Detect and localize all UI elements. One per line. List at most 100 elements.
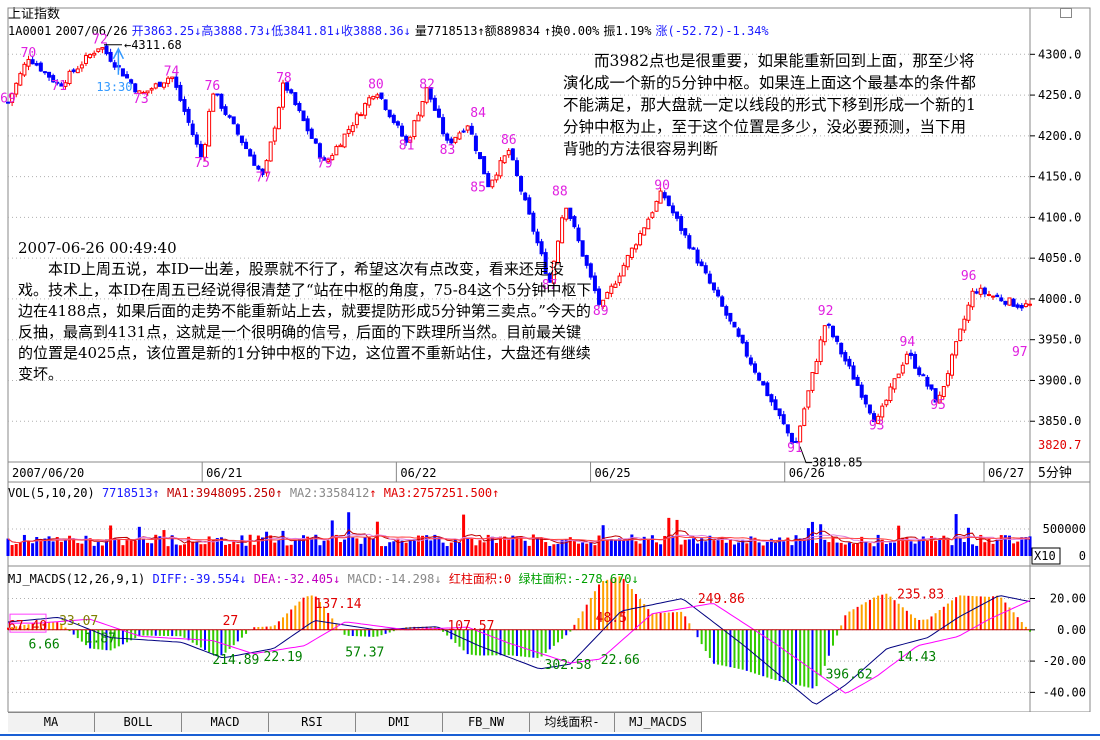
candle [695,247,700,266]
volume-bar [1007,535,1011,556]
volume-series [6,512,1032,556]
candle-body [609,285,614,294]
volume-bar [285,545,289,556]
volume-bar [380,546,384,556]
candle-body [880,405,885,418]
volume-bar [437,537,441,556]
wave-label: 91 [787,441,803,456]
candle [59,82,64,87]
candle [982,286,987,298]
macd-area-label: 249.86 [698,592,745,607]
volume-bar [195,541,199,556]
candle [921,373,926,377]
candle-body [412,120,417,138]
candle-body [933,388,938,403]
candle [235,123,240,137]
volume-bar [901,537,905,556]
volume-bar [318,545,322,556]
volume-bar [987,538,991,556]
candle-body [588,263,593,278]
macd-area-label: 235.83 [897,588,944,603]
volume-bar [646,539,650,556]
candle-body [1007,297,1012,306]
candle-body [297,102,302,112]
candle-body [732,321,737,328]
tab-fb-nw[interactable]: FB_NW [443,713,530,732]
volume-ma-lines [7,529,1031,545]
volume-bar [589,542,593,556]
candle [141,90,146,94]
candle-body [904,353,909,365]
macd-area-label: 22.19 [264,650,303,665]
candle-body [63,82,68,87]
tab-macd[interactable]: MACD [182,713,269,732]
candle [970,288,975,310]
volume-bar [310,538,314,556]
candle-body [256,165,261,170]
candle-body [305,118,310,132]
candle-body [42,71,47,74]
candle [555,240,560,265]
candle [962,315,967,333]
candle [482,156,487,175]
candle-body [851,365,856,380]
candle [182,96,187,116]
tab-dmi[interactable]: DMI [356,713,443,732]
candle-body [67,70,72,84]
candle [465,124,470,134]
candle-body [59,83,64,87]
volume-bar [260,537,264,556]
price-tick-label: 4200.0 [1038,129,1081,143]
tab-boll[interactable]: BOLL [95,713,182,732]
candle [642,227,647,236]
candle-body [436,108,441,118]
candle [420,101,425,118]
amount-value: 额889834 [484,24,541,38]
volume-bar [43,538,47,556]
volume-bar [371,538,375,556]
candle-body [798,425,803,443]
volume-bar [720,537,724,556]
volume-bar [650,535,654,556]
volume-ma-line [7,535,1031,543]
candle [564,207,569,222]
volume-bar [338,542,342,556]
candle [917,365,922,377]
volume-bar [585,543,589,556]
macd-lines [7,595,1031,705]
candle [839,342,844,358]
volume-bar [429,540,433,556]
volume-bar [109,525,113,556]
volume-bar [182,544,186,556]
price-tick-label: 4300.0 [1038,47,1081,61]
volume-bar [568,537,572,556]
candle [244,138,249,150]
candle [395,120,400,129]
candle [219,93,224,112]
chart-canvas[interactable]: ←4311.68 13:30 3818.85 69 70 71 72 73 74 75 76 77 7… [0,0,1100,712]
tab-mj-macds[interactable]: MJ_MACDS [615,713,702,732]
volume-value: 量7718513 [414,24,478,38]
macd-area-labels: 67.40 33.076.66 1.87 27 214.89 22.19 137.14 107… [8,588,944,683]
candle-body [104,45,109,55]
period-label: 5分钟 [1038,465,1072,481]
change-value: 涨(-52.72)-1.34% [655,24,769,38]
candle [835,335,840,345]
macd-area-label: 137.14 [315,597,362,612]
candle-body [740,334,745,344]
volume-bar [556,543,560,556]
arrow-down-icon: ↓ [434,572,442,586]
volume-bar [613,540,617,556]
candle [174,73,179,91]
tab-rsi[interactable]: RSI [269,713,356,732]
tab-area[interactable]: 均线面积- [530,713,615,732]
volume-bar [880,539,884,556]
candle-body [991,295,996,298]
candle-body [465,125,470,131]
candle-body [211,93,216,112]
candle-body [941,385,946,398]
tab-ma[interactable]: MA [8,713,95,732]
candle [358,112,363,117]
candle [280,79,285,111]
macd-label: MJ_MACDS(12,26,9,1) [8,572,146,586]
